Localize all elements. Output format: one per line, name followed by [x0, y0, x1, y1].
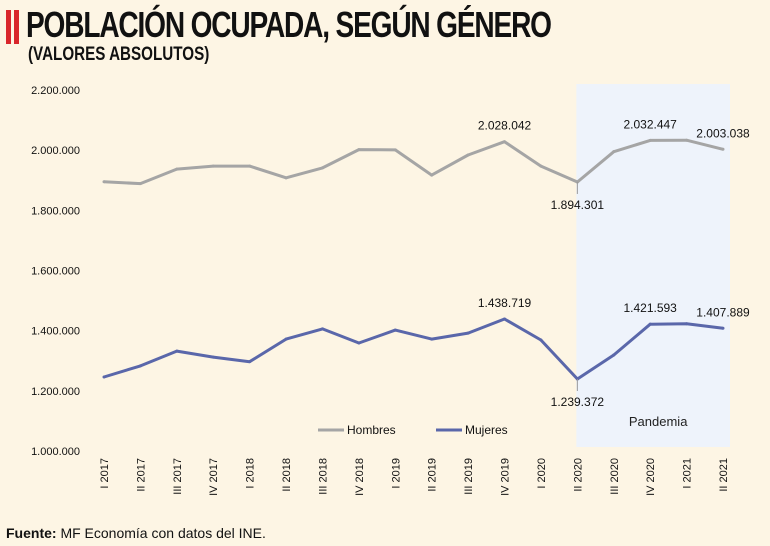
data-label: 1.438.719 — [478, 296, 532, 310]
pandemia-label: Pandemia — [629, 414, 688, 429]
x-tick-label: II 2018 — [281, 458, 293, 492]
data-point-hombres — [503, 140, 507, 144]
data-label: 1.421.593 — [623, 301, 677, 315]
x-tick-label: IV 2019 — [500, 458, 512, 496]
data-point-hombres — [466, 153, 470, 157]
y-tick-label: 2.200.000 — [31, 85, 80, 97]
data-point-hombres — [612, 150, 616, 154]
data-point-mujeres — [284, 337, 288, 341]
data-label: 1.894.301 — [551, 198, 605, 212]
x-tick-label: IV 2018 — [354, 458, 366, 496]
data-point-hombres — [138, 182, 142, 186]
y-tick-label: 1.000.000 — [31, 446, 80, 458]
data-point-mujeres — [211, 355, 215, 359]
data-point-mujeres — [539, 338, 543, 342]
data-point-hombres — [721, 147, 725, 151]
x-tick-label: II 2020 — [572, 458, 584, 492]
source-label: Fuente: — [6, 525, 57, 541]
x-tick-label: III 2018 — [317, 458, 329, 495]
data-point-hombres — [102, 180, 106, 184]
x-tick-label: I 2017 — [99, 458, 111, 489]
x-tick-label: II 2017 — [135, 458, 147, 492]
x-tick-label: III 2020 — [609, 458, 621, 495]
data-point-mujeres — [102, 375, 106, 379]
x-tick-label: IV 2020 — [645, 458, 657, 496]
data-point-hombres — [284, 176, 288, 180]
data-point-mujeres — [357, 341, 361, 345]
y-tick-label: 1.400.000 — [31, 326, 80, 338]
x-tick-label: III 2017 — [172, 458, 184, 495]
data-point-mujeres — [721, 326, 725, 330]
data-point-hombres — [539, 164, 543, 168]
series-line-mujeres — [103, 317, 724, 381]
data-point-hombres — [393, 148, 397, 152]
data-point-mujeres — [466, 331, 470, 335]
title-accent-bars — [6, 10, 22, 44]
data-point-hombres — [320, 166, 324, 170]
data-point-hombres — [357, 148, 361, 152]
data-point-hombres — [211, 164, 215, 168]
data-point-hombres — [685, 138, 689, 142]
data-point-mujeres — [138, 364, 142, 368]
source-note: Fuente: MF Economía con datos del INE. — [6, 525, 266, 541]
series-line-hombres — [103, 138, 724, 186]
data-point-mujeres — [430, 337, 434, 341]
data-point-mujeres — [320, 327, 324, 331]
data-point-hombres — [648, 138, 652, 142]
x-tick-label: I 2021 — [682, 458, 694, 489]
data-label: 2.032.447 — [623, 117, 677, 131]
data-point-hombres — [430, 173, 434, 177]
data-point-mujeres — [685, 322, 689, 326]
data-label: 2.003.038 — [696, 126, 750, 140]
data-point-mujeres — [648, 322, 652, 326]
data-point-hombres — [175, 167, 179, 171]
chart-subtitle: (VALORES ABSOLUTOS) — [28, 44, 210, 65]
y-tick-label: 1.200.000 — [31, 386, 80, 398]
x-tick-label: II 2021 — [718, 458, 730, 492]
y-tick-label: 1.600.000 — [31, 266, 80, 278]
x-tick-label: I 2019 — [390, 458, 402, 489]
x-tick-label: I 2020 — [536, 458, 548, 489]
x-tick-label: III 2019 — [463, 458, 475, 495]
data-point-mujeres — [393, 328, 397, 332]
data-point-mujeres — [175, 349, 179, 353]
data-point-hombres — [248, 164, 252, 168]
data-point-mujeres — [248, 360, 252, 364]
legend-label-hombres: Hombres — [347, 423, 396, 437]
legend-label-mujeres: Mujeres — [465, 423, 508, 437]
y-tick-label: 2.000.000 — [31, 145, 80, 157]
chart-title: POBLACIÓN OCUPADA, SEGÚN GÉNERO — [26, 4, 552, 45]
data-label: 1.407.889 — [696, 305, 750, 319]
y-tick-label: 1.800.000 — [31, 205, 80, 217]
data-label: 1.239.372 — [551, 395, 605, 409]
x-tick-label: II 2019 — [427, 458, 439, 492]
source-text: MF Economía con datos del INE. — [60, 525, 266, 541]
data-label: 2.028.042 — [478, 119, 532, 133]
data-point-mujeres — [612, 353, 616, 357]
x-tick-label: IV 2017 — [208, 458, 220, 496]
data-point-mujeres — [503, 317, 507, 321]
x-tick-label: I 2018 — [245, 458, 257, 489]
